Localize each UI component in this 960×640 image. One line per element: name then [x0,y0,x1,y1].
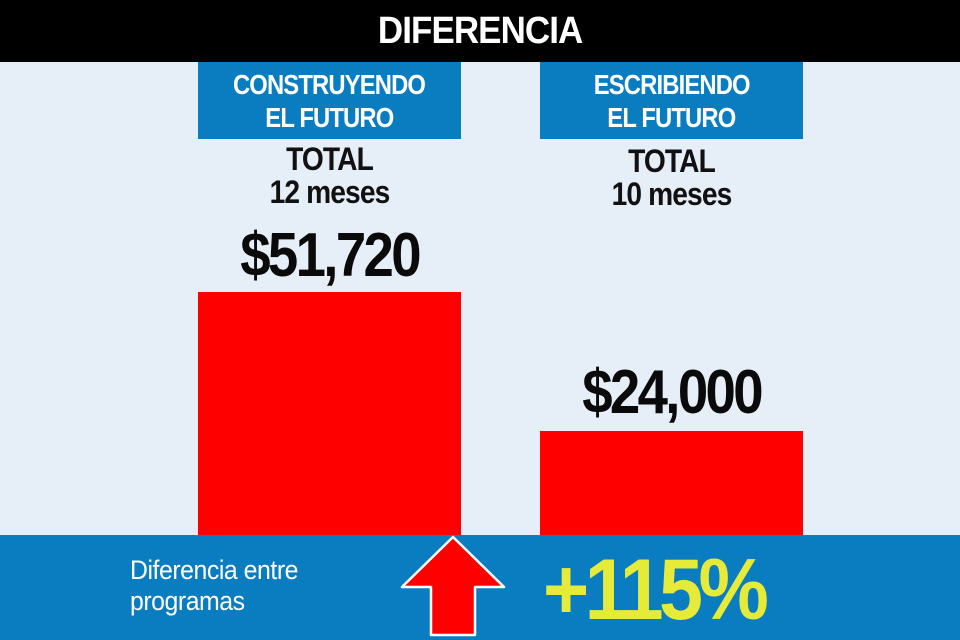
program-name-line1: ESCRIBIENDO [593,68,751,100]
program-name-line2: EL FUTURO [265,101,394,133]
total-label: TOTAL [286,141,374,177]
chart-title: DIFERENCIA [377,9,583,52]
difference-label-line2: programas [130,586,245,616]
total-duration-escribiendo: TOTAL 10 meses [540,145,803,211]
difference-label: Diferencia entre programas [130,555,313,617]
header-bar: DIFERENCIA [0,0,960,62]
duration-label: 12 meses [269,174,391,210]
duration-label: 10 meses [611,176,733,212]
value-label-escribiendo: $24,000 [540,362,803,424]
difference-label-line1: Diferencia entre [130,555,299,585]
amount: $24,000 [582,358,763,427]
percentage-value: +115% [543,542,769,638]
amount: $51,720 [240,221,421,290]
difference-percentage: +115% [543,545,783,635]
value-label-construyendo: $51,720 [198,225,461,287]
program-name-line2: EL FUTURO [607,101,736,133]
total-duration-construyendo: TOTAL 12 meses [198,143,461,209]
program-name-line1: CONSTRUYENDO [233,68,426,100]
up-arrow-icon [400,535,506,637]
program-label-construyendo: CONSTRUYENDO EL FUTURO [198,62,461,139]
total-label: TOTAL [628,143,716,179]
bar-construyendo [198,292,461,535]
bar-escribiendo [540,431,803,535]
program-label-escribiendo: ESCRIBIENDO EL FUTURO [540,62,803,139]
